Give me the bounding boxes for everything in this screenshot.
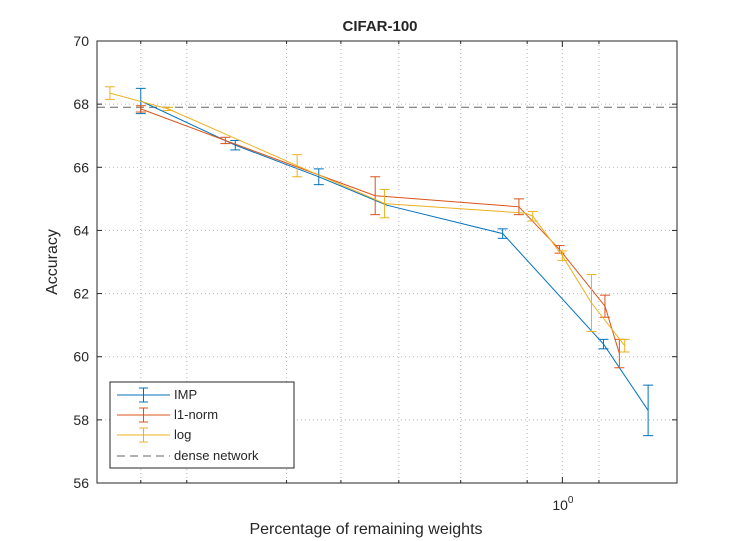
legend-label-dense-network: dense network: [174, 448, 259, 463]
legend: IMP l1-norm log dense network: [109, 381, 295, 469]
plot-frame: [96, 40, 678, 484]
legend-entry-imp: IMP: [117, 387, 197, 403]
y-tick-label: 56: [73, 475, 89, 491]
legend-label-log: log: [174, 427, 191, 442]
y-tick-label: 70: [73, 33, 89, 49]
tick-marks: [97, 40, 677, 484]
series-layer: [104, 86, 654, 437]
series-log: [104, 86, 630, 353]
legend-entry-dense-network: dense network: [117, 448, 259, 463]
y-tick-labels: 56 58 60 62 64 66 68 70: [73, 33, 89, 491]
y-tick-label: 58: [73, 412, 89, 428]
series-line-log: [109, 92, 626, 347]
x-axis-label: Percentage of remaining weights: [249, 521, 482, 538]
legend-entry-log: log: [117, 427, 191, 443]
legend-label-imp: IMP: [174, 387, 197, 402]
y-tick-label: 64: [73, 222, 89, 238]
y-axis-label: Accuracy: [44, 229, 61, 295]
x-tick-label-major: 100: [552, 495, 574, 513]
y-tick-label: 60: [73, 349, 89, 365]
x-tick-labels: 100: [552, 495, 574, 513]
legend-label-l1-norm: l1-norm: [174, 407, 218, 422]
legend-entry-l1-norm: l1-norm: [117, 407, 218, 423]
y-tick-label: 62: [73, 286, 89, 302]
series-l1-norm: [135, 105, 625, 369]
legend-box: [109, 381, 295, 469]
y-tick-label: 68: [73, 96, 89, 112]
y-tick-label: 66: [73, 159, 89, 175]
chart-title: CIFAR-100: [342, 18, 417, 35]
